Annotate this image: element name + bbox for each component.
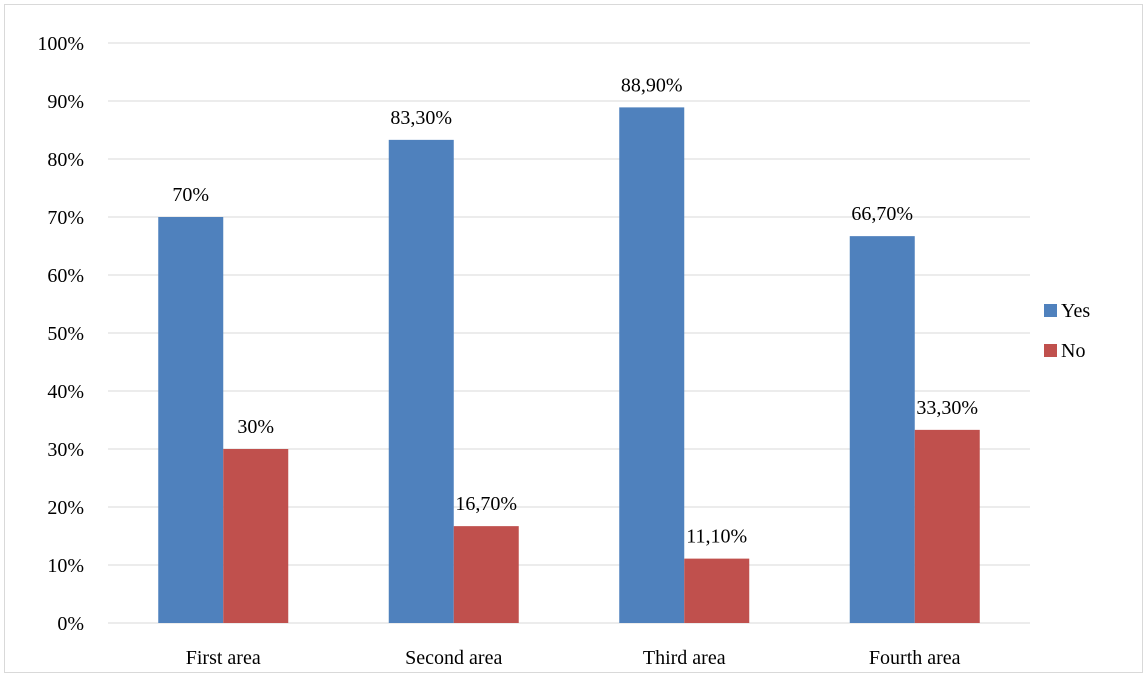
y-tick-label: 30% [47,439,84,461]
data-label: 30% [237,416,274,438]
bars [158,107,980,624]
data-label: 33,30% [916,397,978,419]
x-category-label: Third area [643,647,726,669]
bar-yes-3 [619,107,685,623]
data-label: 83,30% [390,107,452,129]
y-tick-label: 0% [57,613,84,635]
y-tick-label: 50% [47,323,84,345]
y-tick-label: 40% [47,381,84,403]
x-category-label: Second area [405,647,502,669]
x-category-label: First area [186,647,261,669]
bar-yes-4 [849,236,915,623]
bar-no-3 [684,558,750,623]
data-label: 16,70% [455,493,517,515]
y-tick-label: 20% [47,497,84,519]
data-label: 88,90% [621,74,683,96]
bar-no-2 [453,526,519,623]
data-label: 66,70% [851,203,913,225]
bar-yes-2 [388,139,454,624]
x-category-label: Fourth area [869,647,961,669]
legend-label-no: No [1061,340,1085,362]
legend-label-yes: Yes [1061,300,1090,322]
legend: Yes No [1044,300,1090,362]
y-axis-tick-labels: 0% 10% 20% 30% 40% 50% 60% 70% 80% 90% 100% [37,33,84,635]
x-axis-category-labels: First area Second area Third area Fourth ar… [186,647,961,669]
y-tick-label: 70% [47,207,84,229]
y-tick-label: 90% [47,91,84,113]
legend-swatch-yes [1044,304,1057,317]
bar-no-4 [914,429,980,623]
data-label: 70% [172,184,209,206]
data-labels: 70% 30% 83,30% 16,70% 88,90% 11,10% 66,70% 33,3… [172,74,978,547]
bar-yes-1 [158,217,224,623]
y-tick-label: 100% [37,33,84,55]
y-tick-label: 10% [47,555,84,577]
legend-swatch-no [1044,344,1057,357]
y-tick-label: 60% [47,265,84,287]
bar-no-1 [223,449,289,623]
data-label: 11,10% [686,526,747,548]
y-tick-label: 80% [47,149,84,171]
